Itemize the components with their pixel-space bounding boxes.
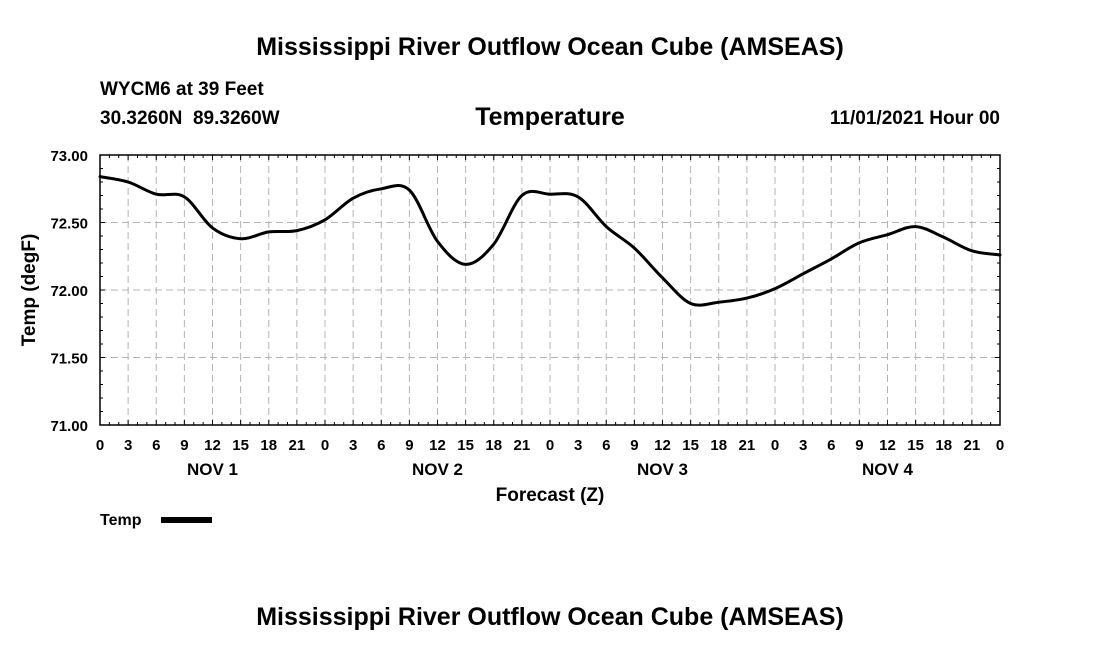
x-tick-label: 6: [602, 437, 610, 454]
y-tick-label: 73.00: [50, 148, 88, 165]
station-label: WYCM6 at 39 Feet: [100, 79, 264, 100]
x-tick-label: 21: [514, 437, 531, 454]
legend: Temp: [100, 512, 212, 529]
x-tick-label: 21: [739, 437, 756, 454]
chart-title: Mississippi River Outflow Ocean Cube (AM…: [256, 33, 844, 61]
x-tick-label: 3: [799, 437, 807, 454]
x-tick-label: 15: [907, 437, 924, 454]
issue-time: 11/01/2021 Hour 00: [830, 108, 1000, 129]
y-tick-label: 72.50: [50, 216, 88, 233]
x-tick-label: 0: [96, 437, 104, 454]
x-tick-label: 6: [827, 437, 835, 454]
day-label: NOV 4: [862, 460, 914, 479]
plot-area: 71.00 71.50 72.00 72.50 73.00 0 3 6 9 12 15 18 21 0 3 6…: [50, 148, 1004, 479]
x-tick-label: 12: [879, 437, 896, 454]
x-tick-label: 0: [546, 437, 554, 454]
x-tick-label: 3: [124, 437, 132, 454]
y-tick-label: 71.50: [50, 351, 88, 368]
x-tick-label: 6: [377, 437, 385, 454]
x-tick-label: 0: [996, 437, 1004, 454]
x-tick-label: 12: [204, 437, 221, 454]
x-tick-label: 9: [630, 437, 638, 454]
x-tick-label: 0: [321, 437, 329, 454]
x-tick-label: 9: [855, 437, 863, 454]
legend-label-temp: Temp: [100, 512, 142, 529]
y-tick-label: 71.00: [50, 418, 88, 435]
x-tick-label: 3: [349, 437, 357, 454]
day-label: NOV 1: [187, 460, 238, 479]
x-tick-label: 15: [457, 437, 474, 454]
x-axis-label: Forecast (Z): [496, 485, 605, 506]
x-tick-label: 9: [180, 437, 188, 454]
x-tick-label: 21: [964, 437, 981, 454]
x-tick-label: 18: [710, 437, 727, 454]
x-tick-label: 9: [405, 437, 413, 454]
series-line-temp: [98, 175, 1002, 307]
x-tick-label: 21: [289, 437, 306, 454]
y-tick-label: 72.00: [50, 283, 88, 300]
x-tick-label: 3: [574, 437, 582, 454]
x-tick-label: 0: [771, 437, 779, 454]
x-tick-label: 18: [935, 437, 952, 454]
footer-title: Mississippi River Outflow Ocean Cube (AM…: [256, 603, 844, 631]
y-axis-label: Temp (degF): [19, 234, 40, 347]
day-label: NOV 3: [637, 460, 688, 479]
station-coords: 30.3260N 89.3260W: [100, 108, 280, 129]
x-tick-label: 12: [654, 437, 671, 454]
x-tick-label: 6: [152, 437, 160, 454]
day-label: NOV 2: [412, 460, 463, 479]
x-tick-label: 15: [232, 437, 249, 454]
x-tick-label: 18: [260, 437, 277, 454]
x-tick-label: 18: [485, 437, 502, 454]
variable-title: Temperature: [475, 103, 625, 131]
x-tick-label: 15: [682, 437, 699, 454]
x-tick-label: 12: [429, 437, 446, 454]
